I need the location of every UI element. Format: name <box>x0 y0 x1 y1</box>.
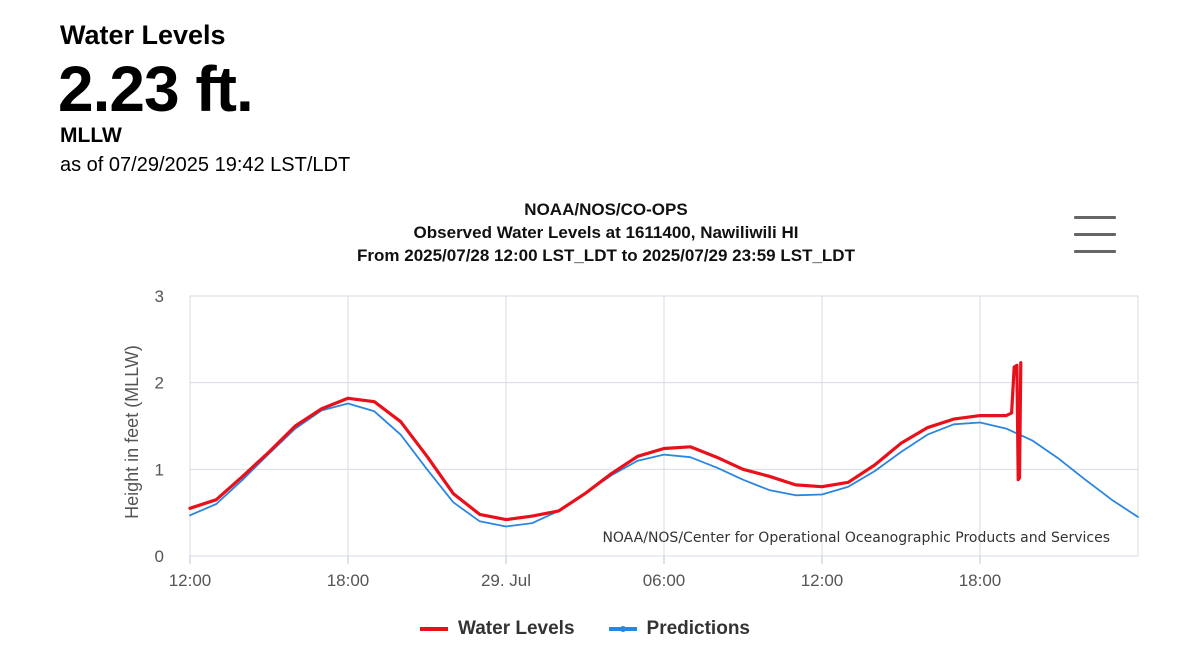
legend-label-water-levels: Water Levels <box>458 618 575 639</box>
x-tick-label: 06:00 <box>643 571 686 590</box>
menu-bar <box>1074 250 1116 253</box>
legend-label-predictions: Predictions <box>646 618 750 639</box>
legend-item-predictions[interactable]: Predictions <box>608 618 750 640</box>
chart-subtitle: Observed Water Levels at 1611400, Nawili… <box>413 223 799 242</box>
x-tick-label: 12:00 <box>169 571 212 590</box>
datum-label: MLLW <box>60 124 122 147</box>
menu-bar <box>1074 216 1116 219</box>
y-tick-label: 2 <box>155 374 164 393</box>
chart-title-block: NOAA/NOS/CO-OPS Observed Water Levels at… <box>300 198 912 267</box>
x-tick-label: 18:00 <box>959 571 1002 590</box>
y-tick-label: 3 <box>155 287 164 306</box>
chart-title: NOAA/NOS/CO-OPS <box>524 200 688 219</box>
predictions-series-line <box>189 402 1139 528</box>
as-of-timestamp: as of 07/29/2025 19:42 LST/LDT <box>60 154 351 176</box>
chart-credits[interactable]: NOAA/NOS/Center for Operational Oceanogr… <box>602 530 1110 546</box>
chart-date-range: From 2025/07/28 12:00 LST_LDT to 2025/07… <box>357 246 855 265</box>
current-water-level-value: 2.23 ft. <box>58 53 254 125</box>
x-tick-label: 12:00 <box>801 571 844 590</box>
legend-item-water-levels[interactable]: Water Levels <box>420 618 575 640</box>
y-tick-label: 1 <box>155 460 164 479</box>
legend-swatch-predictions <box>608 626 637 632</box>
hamburger-menu-icon[interactable] <box>1070 212 1120 258</box>
x-tick-label: 29. Jul <box>481 571 531 590</box>
y-axis-title: Height in feet (MLLW) <box>122 345 142 519</box>
water-levels-label: Water Levels <box>60 20 226 50</box>
y-tick-label: 0 <box>155 547 164 566</box>
legend-swatch-water-levels <box>420 627 448 631</box>
x-tick-label: 18:00 <box>327 571 370 590</box>
water-levels-series-line <box>188 361 1023 522</box>
chart-legend: Water Levels Predictions <box>420 618 750 640</box>
menu-bar <box>1074 233 1116 236</box>
